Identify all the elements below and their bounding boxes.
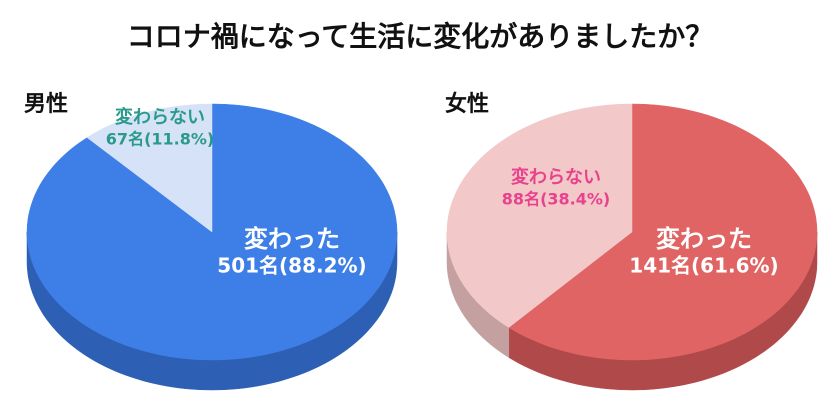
slice-label: 変わった (244, 225, 340, 253)
chart-title: コロナ禍になって生活に変化がありましたか？ (127, 20, 714, 53)
chart-subtitle: 男性 (24, 92, 68, 117)
value-label: 67名(11.8%) (106, 130, 214, 149)
value-label: 88名(38.4%) (502, 190, 610, 209)
slice-label: 変わらない (511, 166, 601, 188)
pie-slice (508, 103, 818, 361)
slice-label: 変わらない (115, 106, 205, 128)
chart-subtitle: 女性 (445, 91, 489, 117)
value-label: 501名(88.2%) (217, 254, 366, 278)
value-label: 141名(61.6%) (629, 254, 778, 278)
pie-slice (446, 103, 633, 328)
slice-label: 変わった (656, 225, 752, 253)
pie-slice (86, 103, 213, 233)
